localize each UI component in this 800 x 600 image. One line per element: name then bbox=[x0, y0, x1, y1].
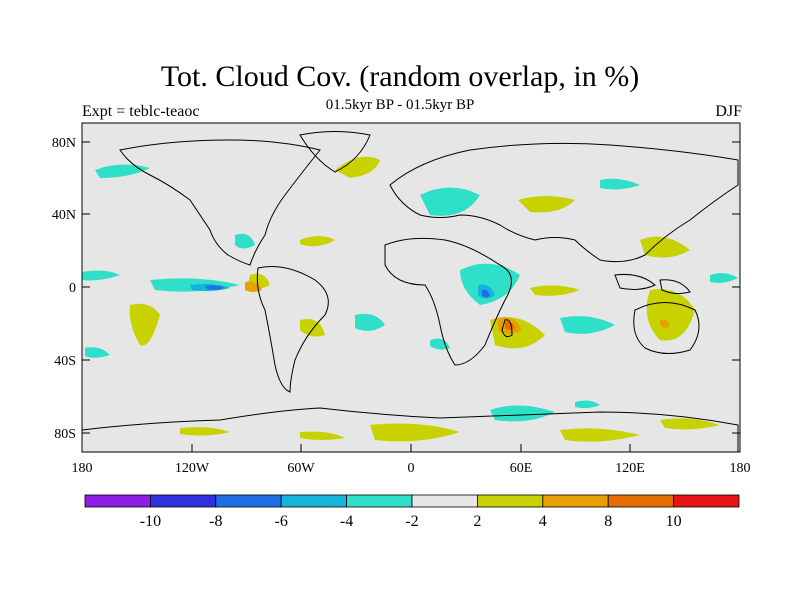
lon-tick-label: 60E bbox=[510, 461, 533, 476]
colorbar-label: 10 bbox=[666, 513, 682, 530]
lon-tick-label: 180 bbox=[72, 461, 93, 476]
colorbar-box-7 bbox=[542, 494, 609, 508]
lat-tick-label: 40N bbox=[52, 208, 76, 223]
colorbar-box-3 bbox=[280, 494, 348, 508]
colorbar-box-2 bbox=[215, 494, 282, 508]
coastlines bbox=[81, 131, 739, 453]
lon-tick-label: 120E bbox=[615, 461, 645, 476]
colorbar-box-1 bbox=[149, 494, 217, 508]
map-title: Tot. Cloud Cov. (random overlap, in %) bbox=[160, 60, 640, 93]
season-label: DJF bbox=[715, 103, 742, 120]
colorbar: -10 -8 -6 -4 -2 2 4 8 10 bbox=[84, 494, 740, 530]
colorbar-label: 4 bbox=[539, 513, 547, 530]
lat-tick-label: 80N bbox=[52, 136, 76, 151]
colorbar-label: -10 bbox=[140, 513, 161, 530]
lat-tick-label: 0 bbox=[69, 281, 76, 296]
colorbar-box-9 bbox=[673, 494, 740, 508]
colorbar-box-8 bbox=[607, 494, 675, 508]
lon-tick-label: 180 bbox=[730, 461, 751, 476]
colorbar-label: -4 bbox=[340, 513, 353, 530]
lat-axis: 80N 40N 0 40S 80S bbox=[52, 136, 740, 442]
lat-tick-label: 40S bbox=[54, 354, 76, 369]
lon-tick-label: 120W bbox=[175, 461, 210, 476]
colorbar-label: 2 bbox=[473, 513, 481, 530]
colorbar-label: -6 bbox=[275, 513, 288, 530]
colorbar-label: -8 bbox=[209, 513, 222, 530]
lon-tick-label: 0 bbox=[408, 461, 415, 476]
lat-tick-label: 80S bbox=[54, 427, 76, 442]
colorbar-label: -2 bbox=[405, 513, 418, 530]
experiment-label: Expt = teblc-teaoc bbox=[82, 103, 200, 120]
lon-axis: 180 120W 60W 0 60E 120E 180 bbox=[72, 444, 751, 476]
colorbar-label: 8 bbox=[604, 513, 612, 530]
colorbar-box-4 bbox=[346, 494, 413, 508]
lon-tick-label: 60W bbox=[287, 461, 315, 476]
colorbar-box-6 bbox=[476, 494, 544, 508]
map-subtitle: 01.5kyr BP - 01.5kyr BP bbox=[325, 97, 475, 113]
colorbar-box-5 bbox=[411, 494, 478, 508]
colorbar-box-0 bbox=[84, 494, 151, 508]
